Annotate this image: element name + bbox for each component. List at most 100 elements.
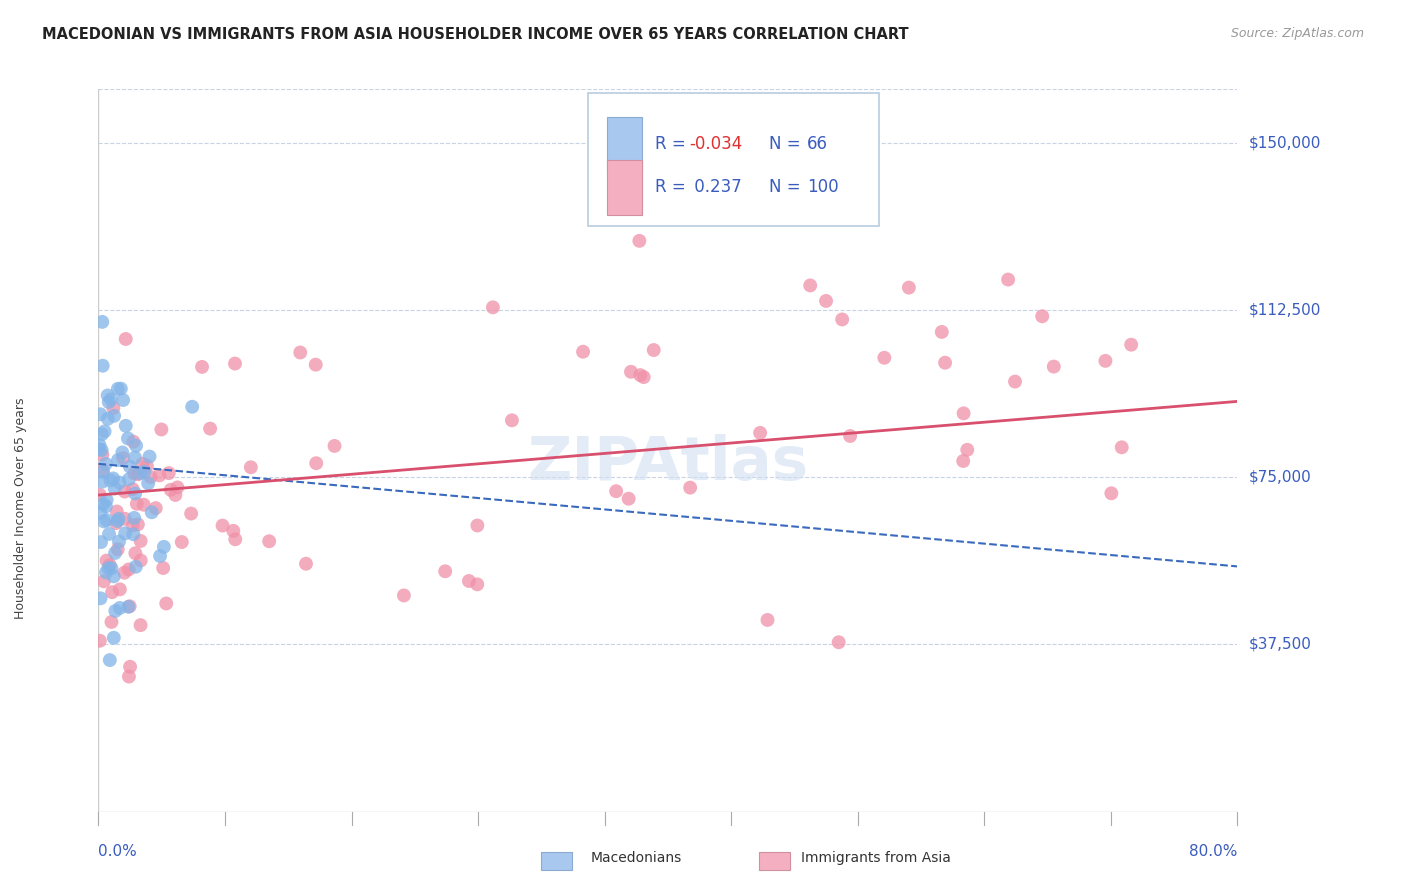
Point [605, 484, 627, 499]
Point [97, 561, 120, 575]
Point [136, 476, 159, 491]
Point [121, 518, 143, 533]
Point [134, 465, 156, 479]
Point [180, 507, 202, 521]
Point [117, 599, 139, 614]
Point [620, 365, 643, 379]
Point [91, 497, 114, 511]
Point [103, 569, 125, 583]
Point [118, 562, 141, 576]
Point [96, 513, 118, 527]
Point [98, 653, 121, 667]
Point [956, 442, 979, 457]
Point [129, 467, 152, 481]
Point [104, 604, 127, 618]
Point [97, 411, 120, 425]
Point [458, 574, 481, 588]
Text: Immigrants from Asia: Immigrants from Asia [801, 851, 952, 865]
Text: Macedonians: Macedonians [591, 851, 682, 865]
Point [91, 463, 114, 477]
Point [129, 553, 152, 567]
Point [122, 434, 145, 449]
Point [108, 534, 131, 549]
Point [129, 618, 152, 632]
Text: ZIPAtlas: ZIPAtlas [527, 434, 808, 493]
Point [122, 511, 145, 525]
Text: Source: ZipAtlas.com: Source: ZipAtlas.com [1230, 27, 1364, 40]
Text: N =: N = [769, 136, 806, 153]
Point [114, 484, 136, 499]
Text: $37,500: $37,500 [1249, 637, 1312, 652]
Point [150, 422, 173, 436]
Point [643, 343, 665, 357]
Point [628, 234, 651, 248]
Point [100, 392, 122, 407]
Point [749, 425, 772, 440]
Point [131, 457, 153, 471]
Point [159, 483, 181, 497]
Point [108, 582, 131, 597]
Point [934, 356, 956, 370]
Point [952, 406, 974, 420]
Point [90, 427, 112, 442]
Point [392, 589, 415, 603]
Point [124, 467, 146, 481]
Point [222, 524, 245, 538]
Point [117, 432, 139, 446]
Point [93, 574, 115, 589]
Point [257, 534, 280, 549]
Point [100, 474, 122, 488]
Point [103, 401, 125, 415]
Point [103, 631, 125, 645]
Point [482, 301, 505, 315]
Point [112, 566, 135, 580]
Point [118, 459, 141, 474]
Point [1031, 310, 1053, 324]
Point [89, 407, 111, 421]
Point [110, 382, 132, 396]
Point [1121, 337, 1143, 351]
Point [97, 388, 120, 402]
Point [98, 558, 121, 572]
Point [114, 512, 136, 526]
Point [132, 498, 155, 512]
Point [897, 280, 920, 294]
Point [100, 615, 122, 629]
Point [295, 557, 318, 571]
Point [125, 559, 148, 574]
Point [465, 577, 488, 591]
Point [100, 561, 122, 575]
Point [290, 345, 312, 359]
Point [224, 533, 246, 547]
Point [135, 458, 157, 473]
Point [89, 633, 111, 648]
Point [105, 504, 128, 518]
Point [91, 465, 114, 479]
Point [94, 457, 117, 471]
Point [141, 505, 163, 519]
Point [118, 669, 141, 683]
Point [1111, 440, 1133, 454]
Point [191, 359, 214, 374]
Point [94, 500, 117, 514]
Point [1004, 375, 1026, 389]
Point [997, 272, 1019, 286]
Point [145, 501, 167, 516]
Point [89, 506, 111, 520]
Text: Householder Income Over 65 years: Householder Income Over 65 years [14, 398, 27, 619]
Point [104, 546, 127, 560]
Text: $150,000: $150,000 [1249, 136, 1322, 150]
FancyBboxPatch shape [607, 118, 641, 171]
Point [1099, 486, 1122, 500]
Point [152, 561, 174, 575]
Point [91, 359, 114, 373]
Point [91, 448, 114, 462]
Point [114, 418, 136, 433]
Point [124, 450, 146, 465]
Point [122, 527, 145, 541]
Point [124, 546, 146, 560]
Point [828, 635, 851, 649]
Point [114, 332, 136, 346]
Text: N =: N = [769, 178, 806, 196]
Point [107, 382, 129, 396]
